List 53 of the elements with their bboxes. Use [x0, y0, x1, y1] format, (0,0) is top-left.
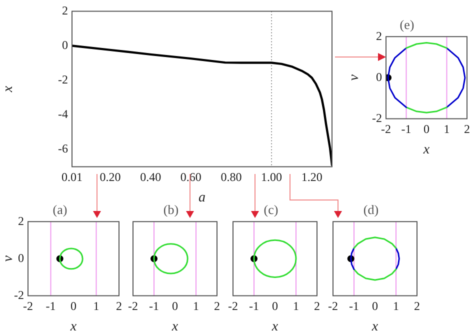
y-tick-label: 2: [18, 214, 24, 228]
x-tick-label: 1: [93, 299, 100, 314]
x-axis-title: a: [198, 190, 206, 206]
x-tick-label: 2: [464, 122, 470, 136]
x-axis-title: x: [69, 319, 78, 334]
y-axis-title: v: [1, 254, 16, 262]
y-axis-title: x: [1, 85, 16, 94]
x-tick-label: 2: [314, 299, 320, 314]
x-tick-label: 0: [424, 122, 430, 136]
x-tick-label: 1: [193, 299, 199, 314]
x-axis-title: x: [370, 319, 379, 334]
y-tick-label: 0: [62, 38, 68, 52]
chart-title: (b): [163, 202, 179, 218]
x-tick-label: -2: [228, 299, 238, 314]
x-tick-label: -2: [328, 299, 338, 314]
y-axis-title: v: [347, 74, 362, 81]
x-tick-label: 0.20: [100, 170, 121, 184]
x-tick-label: 1: [444, 122, 450, 136]
y-tick-label: -2: [58, 72, 68, 87]
x-tick-label: -1: [349, 299, 359, 314]
y-tick-label: -2: [372, 110, 382, 125]
x-tick-label: 0: [272, 299, 278, 314]
x-tick-label: 0.01: [62, 170, 82, 184]
y-tick-label: -2: [14, 288, 24, 302]
x-tick-label: 0.80: [220, 170, 242, 184]
x-tick-label: -2: [128, 299, 138, 314]
x-tick-label: 2: [116, 299, 122, 314]
x-axis-title: x: [270, 319, 279, 334]
x-tick-label: 0: [172, 299, 178, 314]
x-tick-label: -1: [249, 299, 259, 314]
chart-title: (c): [264, 202, 278, 218]
y-tick-label: -4: [58, 107, 68, 122]
x-tick-label: 2: [214, 299, 220, 314]
x-tick-label: 1.20: [301, 170, 322, 184]
chart-title: (e): [400, 17, 414, 32]
x-tick-label: 1: [293, 299, 299, 314]
y-tick-label: -6: [58, 142, 68, 156]
x-tick-label: -1: [401, 122, 412, 136]
x-tick-label: 1.00: [261, 170, 282, 184]
y-tick-label: 0: [18, 250, 24, 265]
x-tick-label: 0.40: [140, 170, 162, 184]
chart-title: (a): [52, 202, 68, 218]
y-tick-label: 0: [376, 70, 382, 84]
x-tick-label: 0.60: [180, 170, 202, 184]
x-axis-title: x: [422, 142, 430, 158]
x-tick-label: 1: [393, 299, 399, 314]
x-axis-title: x: [170, 319, 179, 334]
chart-title: (d): [363, 202, 379, 218]
y-tick-label: 2: [62, 3, 68, 18]
x-tick-label: -1: [149, 299, 159, 314]
x-tick-label: 2: [414, 299, 420, 314]
y-tick-label: 2: [376, 28, 382, 43]
x-tick-label: -1: [46, 299, 56, 314]
